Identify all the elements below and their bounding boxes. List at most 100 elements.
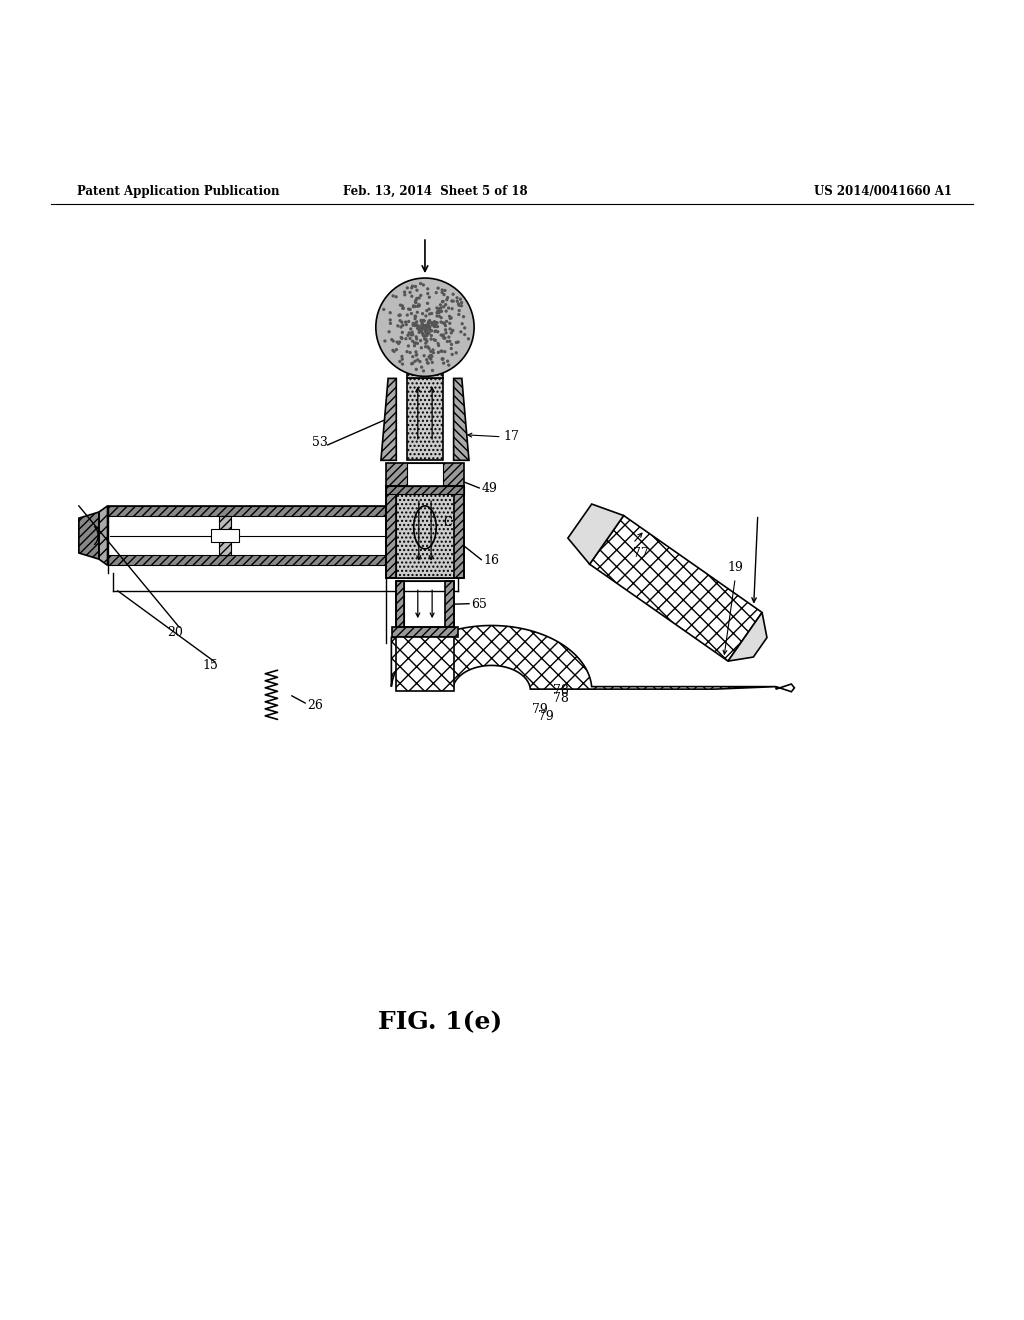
Circle shape <box>418 296 421 300</box>
Circle shape <box>431 323 434 326</box>
Circle shape <box>426 362 430 364</box>
Circle shape <box>415 350 418 354</box>
Polygon shape <box>728 612 767 661</box>
Circle shape <box>449 327 452 330</box>
Circle shape <box>449 317 452 319</box>
Circle shape <box>433 325 436 329</box>
Polygon shape <box>386 463 464 486</box>
Circle shape <box>414 342 417 345</box>
Circle shape <box>441 333 444 337</box>
Text: 78: 78 <box>553 684 569 697</box>
Circle shape <box>416 342 419 345</box>
Bar <box>396 581 404 627</box>
Text: Feb. 13, 2014  Sheet 5 of 18: Feb. 13, 2014 Sheet 5 of 18 <box>343 185 527 198</box>
Circle shape <box>461 322 464 326</box>
Circle shape <box>444 304 447 306</box>
Circle shape <box>400 363 404 366</box>
Polygon shape <box>590 516 762 661</box>
Circle shape <box>421 333 425 337</box>
Circle shape <box>411 339 415 343</box>
Circle shape <box>449 339 452 343</box>
Circle shape <box>437 343 440 347</box>
Circle shape <box>401 306 404 310</box>
Circle shape <box>444 331 447 334</box>
Circle shape <box>415 368 418 371</box>
Circle shape <box>418 304 421 306</box>
Circle shape <box>388 318 392 322</box>
Circle shape <box>407 308 411 310</box>
Circle shape <box>417 326 420 329</box>
Circle shape <box>428 327 431 331</box>
Circle shape <box>435 321 438 325</box>
Circle shape <box>424 342 427 345</box>
Circle shape <box>439 315 442 319</box>
Circle shape <box>399 335 402 339</box>
Circle shape <box>420 319 424 323</box>
Circle shape <box>450 317 453 319</box>
Circle shape <box>404 323 408 326</box>
Circle shape <box>421 326 424 330</box>
Circle shape <box>429 350 432 352</box>
Circle shape <box>406 286 409 289</box>
Polygon shape <box>454 379 469 461</box>
Circle shape <box>451 329 454 333</box>
Circle shape <box>456 300 459 302</box>
Circle shape <box>414 323 417 327</box>
Circle shape <box>432 338 435 342</box>
Circle shape <box>400 358 403 360</box>
Circle shape <box>395 348 398 351</box>
Circle shape <box>426 326 429 329</box>
Circle shape <box>408 331 411 334</box>
Circle shape <box>411 333 415 337</box>
Circle shape <box>398 304 402 306</box>
Circle shape <box>440 290 443 294</box>
Bar <box>404 581 445 627</box>
Circle shape <box>424 314 428 318</box>
Circle shape <box>439 334 442 337</box>
Polygon shape <box>381 379 396 461</box>
Circle shape <box>437 314 441 318</box>
Text: C: C <box>443 516 453 529</box>
Circle shape <box>443 323 447 327</box>
Circle shape <box>427 319 430 323</box>
Circle shape <box>430 321 433 325</box>
Circle shape <box>451 308 454 310</box>
Circle shape <box>395 341 398 343</box>
Circle shape <box>430 334 433 338</box>
Circle shape <box>458 309 461 313</box>
Circle shape <box>456 296 459 300</box>
Circle shape <box>428 322 431 325</box>
Circle shape <box>439 306 442 309</box>
Circle shape <box>429 358 432 360</box>
Circle shape <box>400 321 403 323</box>
Circle shape <box>376 279 474 376</box>
Circle shape <box>398 313 401 317</box>
Circle shape <box>420 330 423 333</box>
Circle shape <box>433 319 436 323</box>
Text: 49: 49 <box>481 483 498 495</box>
Circle shape <box>435 314 438 318</box>
Circle shape <box>460 330 463 334</box>
Text: 79: 79 <box>532 702 548 715</box>
Circle shape <box>445 339 449 343</box>
Circle shape <box>442 293 445 296</box>
Circle shape <box>411 330 414 334</box>
Circle shape <box>421 331 424 334</box>
Circle shape <box>436 325 439 329</box>
Circle shape <box>428 355 431 359</box>
Circle shape <box>446 306 451 310</box>
Circle shape <box>423 319 426 322</box>
Circle shape <box>415 298 418 302</box>
Circle shape <box>406 350 409 354</box>
Circle shape <box>457 341 460 343</box>
Circle shape <box>419 282 422 285</box>
Circle shape <box>414 317 417 321</box>
Circle shape <box>401 323 404 327</box>
Circle shape <box>427 322 430 325</box>
Circle shape <box>459 297 462 301</box>
Circle shape <box>410 286 414 289</box>
Circle shape <box>402 290 407 293</box>
Circle shape <box>426 292 429 296</box>
Text: 20: 20 <box>167 626 183 639</box>
Circle shape <box>400 355 403 358</box>
